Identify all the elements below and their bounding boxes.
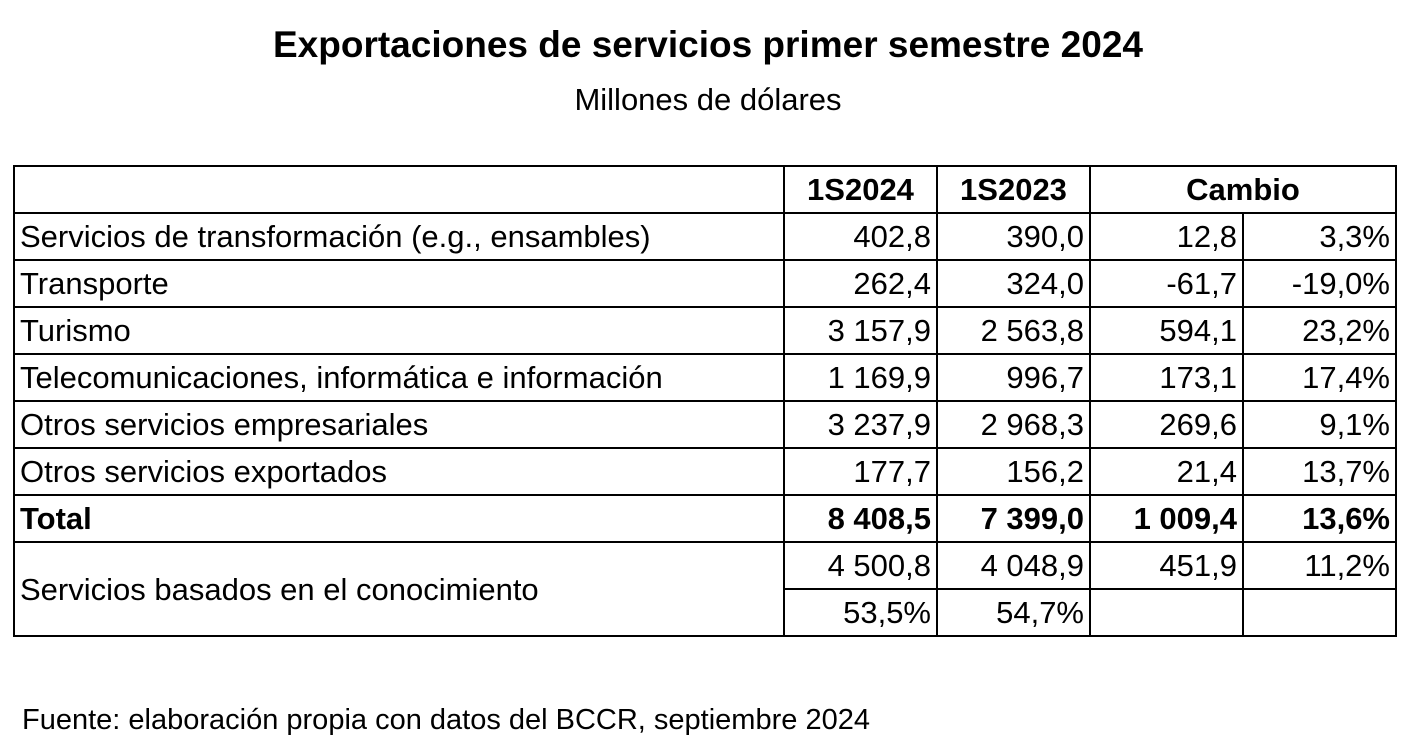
page-title: Exportaciones de servicios primer semest…	[273, 24, 1143, 65]
cell-1s2023: 156,2	[936, 447, 1091, 496]
cell-change-abs: -61,7	[1089, 259, 1244, 308]
knowledge-1s2023: 4 048,9	[936, 541, 1091, 590]
cell-1s2024: 3 237,9	[783, 400, 938, 449]
knowledge-1s2024: 4 500,8	[783, 541, 938, 590]
table-row: Transporte 262,4 324,0 -61,7 -19,0%	[13, 259, 1397, 308]
row-label: Turismo	[13, 306, 785, 355]
total-change-abs: 1 009,4	[1089, 494, 1244, 543]
total-1s2023: 7 399,0	[936, 494, 1091, 543]
source-note: Fuente: elaboración propia con datos del…	[22, 704, 870, 736]
table-row: Otros servicios empresariales 3 237,9 2 …	[13, 400, 1397, 449]
knowledge-label: Servicios basados en el conocimiento	[13, 541, 785, 637]
knowledge-change-pct: 11,2%	[1242, 541, 1397, 590]
cell-change-abs: 594,1	[1089, 306, 1244, 355]
empty-cell	[1089, 588, 1244, 637]
total-change-pct: 13,6%	[1242, 494, 1397, 543]
table-row: Telecomunicaciones, informática e inform…	[13, 353, 1397, 402]
cell-change-abs: 12,8	[1089, 212, 1244, 261]
cell-change-pct: 13,7%	[1242, 447, 1397, 496]
row-label: Servicios de transformación (e.g., ensam…	[13, 212, 785, 261]
total-1s2024: 8 408,5	[783, 494, 938, 543]
row-label: Otros servicios empresariales	[13, 400, 785, 449]
cell-1s2024: 262,4	[783, 259, 938, 308]
cell-1s2024: 1 169,9	[783, 353, 938, 402]
knowledge-share-1s2023: 54,7%	[936, 588, 1091, 637]
cell-1s2024: 177,7	[783, 447, 938, 496]
row-label: Transporte	[13, 259, 785, 308]
cell-1s2023: 996,7	[936, 353, 1091, 402]
knowledge-share-1s2024: 53,5%	[783, 588, 938, 637]
row-label: Otros servicios exportados	[13, 447, 785, 496]
cell-change-abs: 21,4	[1089, 447, 1244, 496]
header-1s2023: 1S2023	[936, 165, 1091, 214]
cell-1s2023: 2 968,3	[936, 400, 1091, 449]
cell-change-pct: 3,3%	[1242, 212, 1397, 261]
knowledge-row: Servicios basados en el conocimiento 4 5…	[13, 541, 1397, 637]
total-row: Total 8 408,5 7 399,0 1 009,4 13,6%	[13, 494, 1397, 543]
table-row: Servicios de transformación (e.g., ensam…	[13, 212, 1397, 261]
knowledge-share-row: 53,5% 54,7%	[14, 588, 1397, 637]
table-row: Turismo 3 157,9 2 563,8 594,1 23,2%	[13, 306, 1397, 355]
cell-change-pct: 9,1%	[1242, 400, 1397, 449]
total-label: Total	[13, 494, 785, 543]
cell-1s2023: 324,0	[936, 259, 1091, 308]
table-row: Otros servicios exportados 177,7 156,2 2…	[13, 447, 1397, 496]
header-empty-cell	[13, 165, 785, 214]
cell-change-pct: 23,2%	[1242, 306, 1397, 355]
empty-cell	[1242, 588, 1397, 637]
knowledge-change-abs: 451,9	[1089, 541, 1244, 590]
cell-1s2024: 402,8	[783, 212, 938, 261]
header-cambio: Cambio	[1089, 165, 1397, 214]
cell-1s2023: 390,0	[936, 212, 1091, 261]
page-subtitle: Millones de dólares	[574, 82, 842, 117]
header-1s2024: 1S2024	[783, 165, 938, 214]
cell-1s2024: 3 157,9	[783, 306, 938, 355]
row-label: Telecomunicaciones, informática e inform…	[13, 353, 785, 402]
header-row: 1S2024 1S2023 Cambio	[13, 165, 1397, 214]
cell-change-pct: -19,0%	[1242, 259, 1397, 308]
exports-table: 1S2024 1S2023 Cambio Servicios de transf…	[13, 165, 1397, 637]
cell-change-abs: 269,6	[1089, 400, 1244, 449]
cell-change-pct: 17,4%	[1242, 353, 1397, 402]
cell-change-abs: 173,1	[1089, 353, 1244, 402]
cell-1s2023: 2 563,8	[936, 306, 1091, 355]
